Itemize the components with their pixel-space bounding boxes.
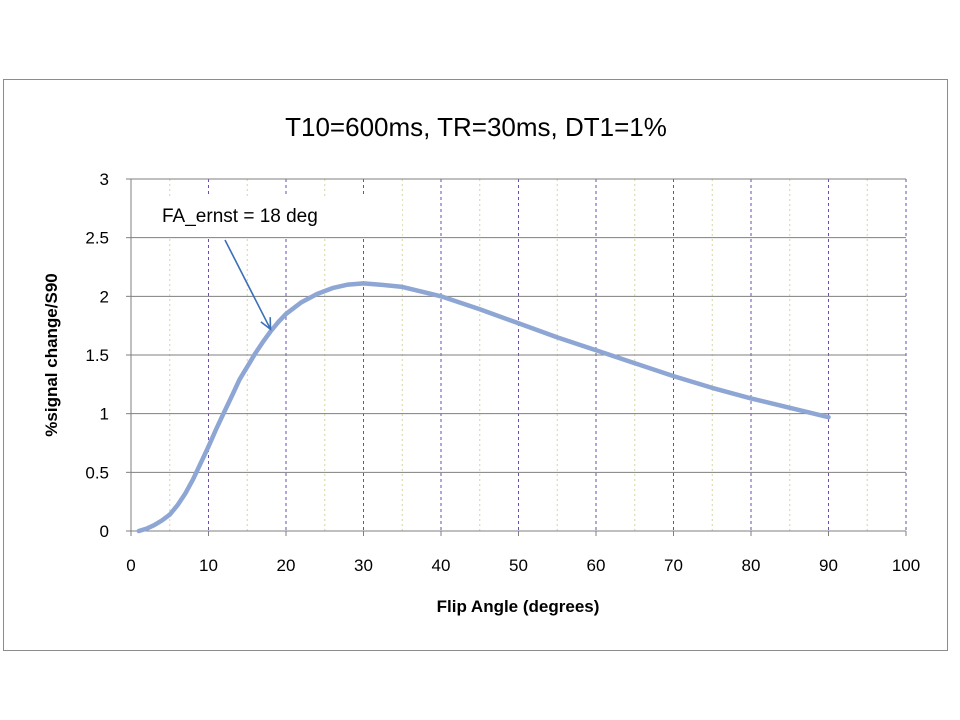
x-tick-label: 90 — [819, 556, 838, 575]
annotation-arrowhead — [260, 317, 272, 331]
y-tick-label: 0.5 — [85, 463, 109, 482]
x-tick-label: 80 — [742, 556, 761, 575]
y-tick-label: 2.5 — [85, 229, 109, 248]
y-tick-label: 2 — [100, 287, 109, 306]
series-layer — [136, 281, 831, 534]
y-axis-title: %signal change/S90 — [42, 273, 61, 436]
y-tick-label: 1 — [100, 405, 109, 424]
annotation-box — [150, 196, 402, 236]
x-axis-title: Flip Angle (degrees) — [437, 597, 600, 616]
chart-title: T10=600ms, TR=30ms, DT1=1% — [285, 112, 667, 142]
y-tick-label: 3 — [100, 170, 109, 189]
x-tick-label: 20 — [277, 556, 296, 575]
annotation-layer: FA_ernst = 18 deg — [150, 196, 402, 331]
x-tick-label: 50 — [509, 556, 528, 575]
x-tick-label: 0 — [126, 556, 135, 575]
x-tick-label: 60 — [587, 556, 606, 575]
y-tick-label: 1.5 — [85, 346, 109, 365]
y-tick-label: 0 — [100, 522, 109, 541]
x-tick-label: 70 — [664, 556, 683, 575]
chart-frame — [3, 79, 948, 651]
x-tick-label: 40 — [432, 556, 451, 575]
series-line — [136, 281, 831, 534]
x-tick-label: 30 — [354, 556, 373, 575]
annotation-text: FA_ernst = 18 deg — [162, 206, 318, 227]
tick-layer: 0 10 20 30 40 50 60 70 80 90 100 0 0.5 1 1.5 2 2.5 3 — [85, 170, 920, 575]
annotation-arrow — [224, 239, 272, 330]
x-tick-label: 10 — [199, 556, 218, 575]
x-tick-label: 100 — [892, 556, 920, 575]
